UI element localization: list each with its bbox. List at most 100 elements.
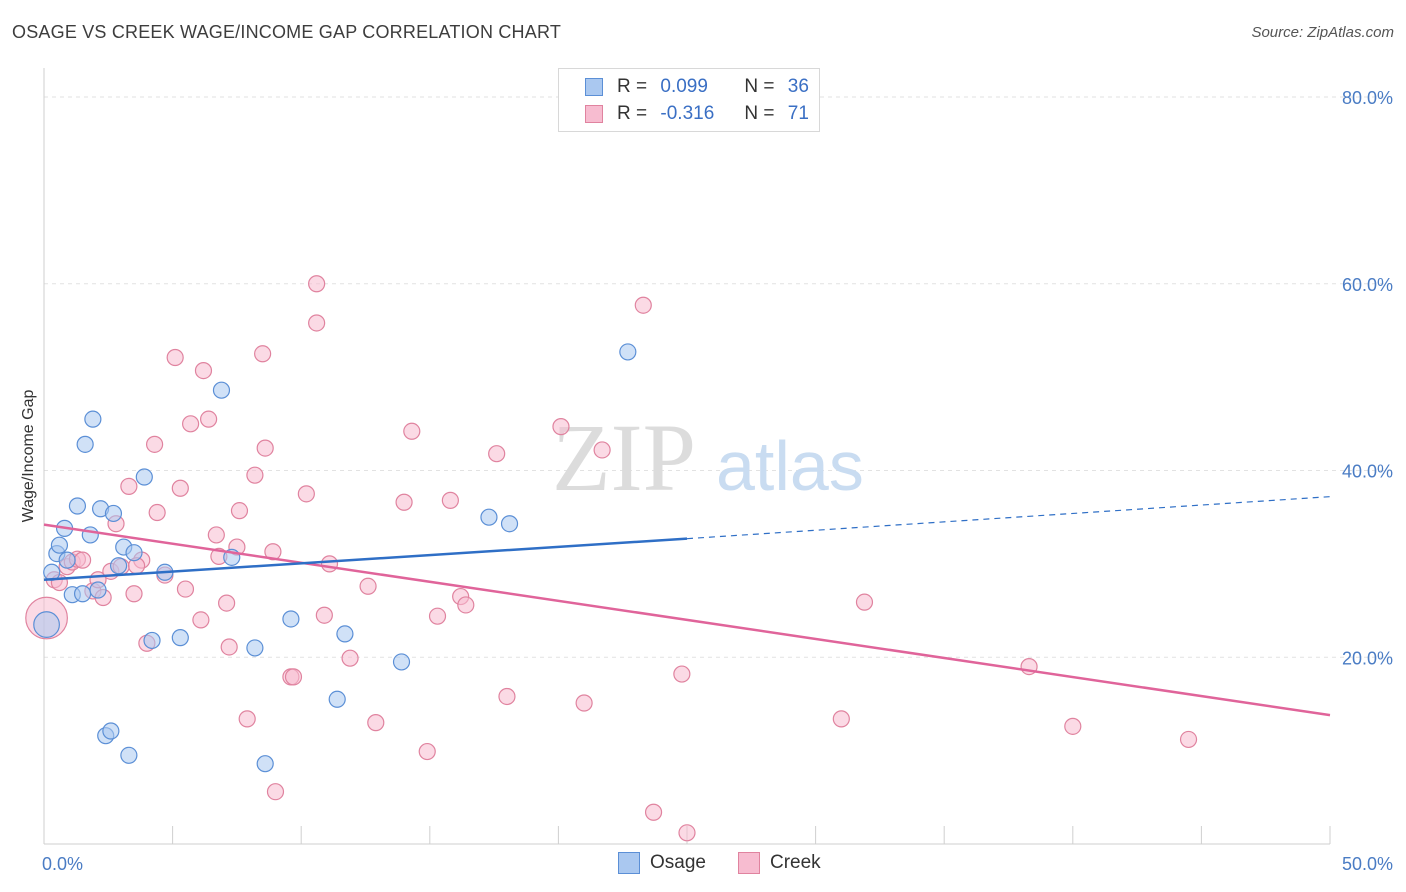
creek-r-label: R = xyxy=(617,103,648,124)
creek-point-23 xyxy=(182,415,200,433)
creek-point-41 xyxy=(297,485,315,503)
correlation-legend: R = 0.099 N = 36 R = -0.316 N = 71 xyxy=(558,68,820,132)
creek-point-65 xyxy=(832,710,850,728)
creek-point-48 xyxy=(367,714,385,732)
trend-lines xyxy=(43,496,1331,717)
x-tick-label-start: 0.0% xyxy=(42,854,83,874)
series-legend: Osage Creek xyxy=(0,852,1406,878)
creek-point-63 xyxy=(673,665,691,683)
source-label: Source: ZipAtlas.com xyxy=(1251,24,1394,41)
creek-point-24 xyxy=(192,611,210,629)
creek-point-43 xyxy=(308,275,326,293)
legend-osage-swatch xyxy=(618,852,640,874)
osage-point-31 xyxy=(336,625,354,643)
creek-point-49 xyxy=(395,493,413,511)
creek-trend-line xyxy=(43,523,1331,717)
creek-point-42 xyxy=(308,314,326,332)
osage-point-27 xyxy=(246,639,264,657)
creek-point-62 xyxy=(644,803,663,821)
osage-point-11 xyxy=(84,410,102,428)
creek-point-45 xyxy=(320,555,339,573)
osage-r-value: 0.099 xyxy=(660,76,708,97)
creek-point-64 xyxy=(678,824,696,842)
osage-point-12 xyxy=(89,581,107,599)
osage-point-15 xyxy=(102,722,120,740)
osage-swatch xyxy=(585,78,603,96)
creek-point-44 xyxy=(315,606,333,624)
osage-point-25 xyxy=(212,381,231,399)
osage-point-19 xyxy=(120,746,138,764)
creek-point-18 xyxy=(148,503,166,522)
legend-osage-label: Osage xyxy=(650,852,706,873)
legend-row-osage: R = 0.099 N = 36 xyxy=(585,74,809,100)
y-axis-label: Wage/Income Gap xyxy=(20,390,37,523)
creek-point-51 xyxy=(418,742,436,761)
chart-title: OSAGE VS CREEK WAGE/INCOME GAP CORRELATI… xyxy=(12,22,562,42)
osage-point-21 xyxy=(135,468,153,486)
osage-point-32 xyxy=(392,653,411,671)
osage-point-24 xyxy=(171,629,189,647)
creek-point-20 xyxy=(166,348,184,367)
legend-creek-swatch xyxy=(738,852,760,874)
creek-point-52 xyxy=(428,607,447,625)
osage-r-label: R = xyxy=(617,76,648,97)
creek-point-38 xyxy=(266,783,285,801)
creek-point-57 xyxy=(498,687,516,706)
grid-lines xyxy=(44,96,1393,658)
osage-point-17 xyxy=(109,557,128,575)
creek-point-56 xyxy=(488,445,506,463)
osage-point-0 xyxy=(33,611,60,638)
creek-point-35 xyxy=(254,345,272,363)
watermark-atlas: atlas xyxy=(716,427,864,505)
creek-point-26 xyxy=(200,410,218,428)
tick-labels: 20.0% 40.0% 60.0% 80.0% 0.0% 50.0% xyxy=(42,88,1393,874)
creek-point-60 xyxy=(593,441,611,459)
osage-point-8 xyxy=(73,585,92,603)
osage-point-34 xyxy=(500,515,519,533)
osage-point-9 xyxy=(76,435,94,453)
creek-point-33 xyxy=(238,710,256,728)
creek-point-27 xyxy=(207,526,225,544)
osage-n-label: N = xyxy=(744,76,775,97)
creek-point-47 xyxy=(359,577,377,595)
osage-point-3 xyxy=(50,536,69,554)
osage-trend-extension xyxy=(686,496,1331,540)
creek-point-30 xyxy=(220,638,238,656)
y-tick-label-80: 80.0% xyxy=(1342,88,1393,108)
creek-point-53 xyxy=(441,491,459,509)
osage-point-20 xyxy=(125,544,143,562)
creek-point-55 xyxy=(457,596,475,614)
creek-point-59 xyxy=(575,694,593,712)
creek-point-66 xyxy=(855,593,874,611)
creek-point-40 xyxy=(284,668,303,686)
osage-point-7 xyxy=(68,497,87,515)
creek-point-36 xyxy=(256,439,274,457)
creek-point-21 xyxy=(171,479,189,497)
osage-point-10 xyxy=(81,526,99,544)
creek-point-58 xyxy=(552,418,570,436)
legend-item-osage: Osage xyxy=(618,852,706,874)
creek-point-17 xyxy=(145,435,164,453)
y-tick-label-20: 20.0% xyxy=(1342,648,1393,668)
creek-n-label: N = xyxy=(744,103,775,124)
osage-point-33 xyxy=(480,508,498,526)
osage-point-5 xyxy=(58,551,76,569)
osage-point-16 xyxy=(104,504,123,523)
creek-point-46 xyxy=(341,649,359,667)
legend-creek-label: Creek xyxy=(770,852,821,873)
x-tick-label-end: 50.0% xyxy=(1342,854,1393,874)
y-tick-label-60: 60.0% xyxy=(1342,275,1393,295)
creek-point-6 xyxy=(73,551,92,569)
creek-point-22 xyxy=(176,580,195,598)
creek-point-69 xyxy=(1179,730,1198,749)
creek-point-29 xyxy=(218,594,236,612)
creek-point-50 xyxy=(403,422,421,440)
osage-point-22 xyxy=(143,631,161,650)
creek-point-25 xyxy=(194,361,213,380)
creek-point-61 xyxy=(634,296,652,314)
creek-points xyxy=(25,275,1198,842)
legend-item-creek: Creek xyxy=(738,852,821,874)
osage-n-value: 36 xyxy=(787,76,809,97)
creek-point-13 xyxy=(120,477,138,495)
